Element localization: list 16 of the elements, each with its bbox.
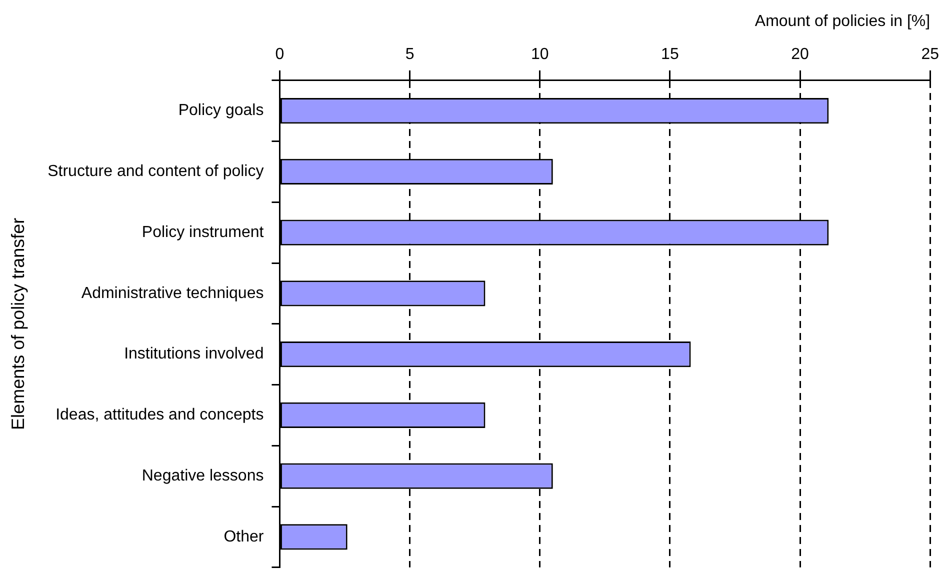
x-tick-label: 5 xyxy=(405,46,414,64)
y-tick-label: Other xyxy=(224,528,264,546)
y-tick-label: Policy goals xyxy=(178,102,264,120)
y-axis-title: Elements of policy transfer xyxy=(8,218,28,430)
y-tick-label: Structure and content of policy xyxy=(48,163,264,180)
x-tick-label: 15 xyxy=(661,46,679,64)
y-tick-label: Negative lessons xyxy=(142,467,264,484)
y-tick-label: Administrative techniques xyxy=(81,284,264,302)
y-tick-label: Ideas, attitudes and concepts xyxy=(56,406,264,424)
x-tick-label: 25 xyxy=(921,46,940,64)
x-tick-label: 10 xyxy=(530,46,549,64)
x-axis-title: Amount of policies in [%] xyxy=(754,13,930,30)
y-tick-label: Policy instrument xyxy=(142,224,264,241)
x-tick-label: 0 xyxy=(275,46,284,64)
x-tick-label: 20 xyxy=(791,46,810,64)
y-tick-label: Institutions involved xyxy=(124,346,264,363)
